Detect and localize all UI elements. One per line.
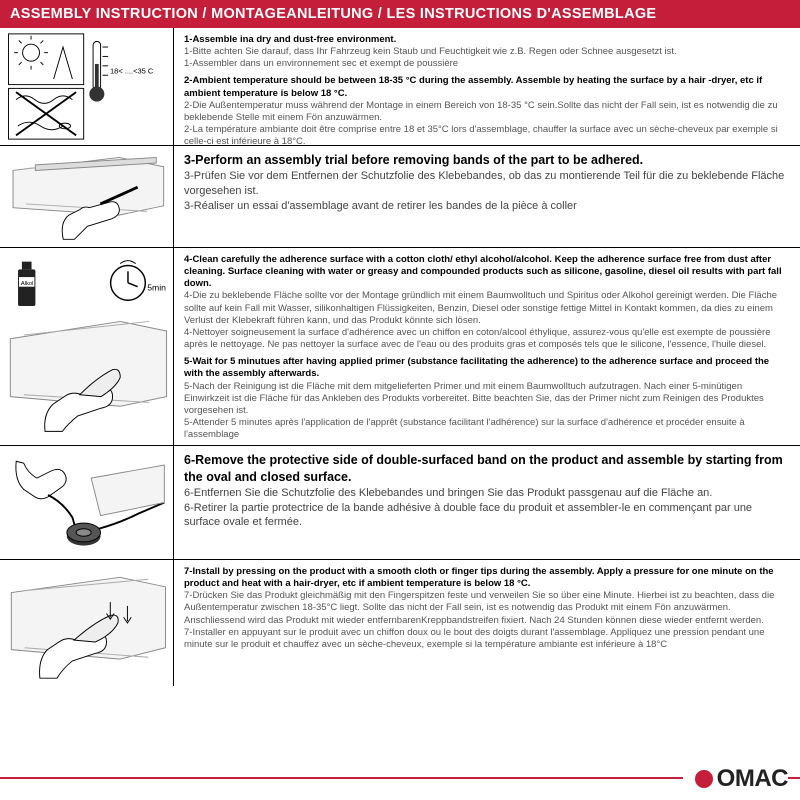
illustration-5 <box>0 560 174 686</box>
header-title: ASSEMBLY INSTRUCTION / MONTAGEANLEITUNG … <box>0 0 800 28</box>
step-2-fr: 2-La température ambiante doit être comp… <box>184 124 790 148</box>
step-7-en: 7-Install by pressing on the product wit… <box>184 566 790 590</box>
step-5-fr: 5-Attender 5 minutes après l'application… <box>184 417 790 441</box>
text-3: 3-Perform an assembly trial before remov… <box>174 146 800 247</box>
step-2-de: 2-Die Außentemperatur muss während der M… <box>184 100 790 124</box>
illustration-1: 18< ....<35 C <box>0 28 174 145</box>
step-5: 5-Wait for 5 minutues after having appli… <box>184 356 790 441</box>
brand-logo: OMAC <box>683 765 788 793</box>
step-6-fr: 6-Retirer la partie protectrice de la ba… <box>184 501 790 531</box>
footer: OMAC <box>0 758 800 800</box>
step-7-de: 7-Drücken Sie das Produkt gleichmäßig mi… <box>184 590 790 626</box>
step-5-de: 5-Nach der Reinigung ist die Fläche mit … <box>184 381 790 417</box>
logo-text: OMAC <box>717 765 788 793</box>
step-2: 2-Ambient temperature should be between … <box>184 75 790 148</box>
step-1-de: 1-Bitte achten Sie darauf, dass Ihr Fahr… <box>184 46 790 58</box>
step-3-en: 3-Perform an assembly trial before remov… <box>184 152 790 169</box>
illustration-2 <box>0 146 174 247</box>
row-4: 6-Remove the protective side of double-s… <box>0 446 800 560</box>
illustration-3: Alkol 5min <box>0 248 174 445</box>
step-1-en: 1-Assemble ina dry and dust-free environ… <box>184 34 790 46</box>
step-3-fr: 3-Réaliser un essai d'assemblage avant d… <box>184 199 790 214</box>
step-6: 6-Remove the protective side of double-s… <box>184 452 790 530</box>
step-2-en: 2-Ambient temperature should be between … <box>184 75 790 99</box>
text-4-5: 4-Clean carefully the adherence surface … <box>174 248 800 445</box>
svg-text:Alkol: Alkol <box>21 281 34 287</box>
row-3: Alkol 5min 4-Clean carefully the adheren… <box>0 248 800 446</box>
step-6-en: 6-Remove the protective side of double-s… <box>184 452 790 486</box>
text-7: 7-Install by pressing on the product wit… <box>174 560 800 686</box>
step-4: 4-Clean carefully the adherence surface … <box>184 254 790 351</box>
step-3-de: 3-Prüfen Sie vor dem Entfernen der Schut… <box>184 169 790 199</box>
step-1: 1-Assemble ina dry and dust-free environ… <box>184 34 790 70</box>
instruction-rows: 18< ....<35 C 1-Assemble ina dry and dus… <box>0 28 800 686</box>
illustration-4 <box>0 446 174 559</box>
footer-line <box>0 777 800 779</box>
step-7: 7-Install by pressing on the product wit… <box>184 566 790 651</box>
step-4-fr: 4-Nettoyer soigneusement la surface d'ad… <box>184 327 790 351</box>
svg-text:5min: 5min <box>147 283 166 293</box>
step-5-en: 5-Wait for 5 minutues after having appli… <box>184 356 790 380</box>
text-6: 6-Remove the protective side of double-s… <box>174 446 800 559</box>
step-4-en: 4-Clean carefully the adherence surface … <box>184 254 790 290</box>
text-1-2: 1-Assemble ina dry and dust-free environ… <box>174 28 800 145</box>
logo-dot-icon <box>695 770 713 788</box>
row-2: 3-Perform an assembly trial before remov… <box>0 146 800 248</box>
step-7-fr: 7-Installer en appuyant sur le produit a… <box>184 627 790 651</box>
step-1-fr: 1-Assembler dans un environnement sec et… <box>184 58 790 70</box>
step-3: 3-Perform an assembly trial before remov… <box>184 152 790 213</box>
row-1: 18< ....<35 C 1-Assemble ina dry and dus… <box>0 28 800 146</box>
step-4-de: 4-Die zu beklebende Fläche sollte vor de… <box>184 290 790 326</box>
temp-label: 18< ....<35 C <box>110 66 154 75</box>
row-5: 7-Install by pressing on the product wit… <box>0 560 800 686</box>
step-6-de: 6-Entfernen Sie die Schutzfolie des Kleb… <box>184 486 790 501</box>
